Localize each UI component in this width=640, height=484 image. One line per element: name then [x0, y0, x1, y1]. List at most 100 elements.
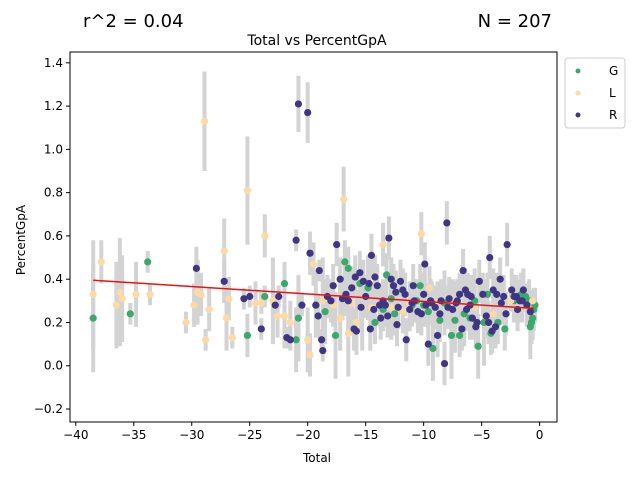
point-G: [341, 258, 349, 266]
point-R: [482, 312, 490, 320]
point-R: [444, 303, 452, 311]
point-L: [489, 310, 497, 318]
point-L: [379, 240, 387, 249]
point-L: [352, 318, 361, 327]
point-R: [315, 266, 323, 275]
point-R: [493, 290, 501, 298]
point-G: [89, 314, 97, 322]
point-L: [273, 312, 282, 320]
point-L: [344, 329, 352, 337]
y-tick-label: 0.4: [44, 272, 63, 286]
legend-label-L: L: [609, 86, 616, 100]
point-G: [456, 331, 464, 340]
point-R: [240, 295, 248, 303]
point-L: [205, 305, 213, 314]
point-R: [377, 314, 385, 322]
point-R: [306, 249, 314, 257]
point-R: [389, 282, 398, 290]
y-tick-label: −0.2: [34, 402, 63, 416]
point-R: [523, 301, 531, 309]
x-tick-label: −20: [295, 428, 320, 442]
point-G: [144, 258, 152, 266]
point-R: [318, 336, 326, 344]
point-R: [275, 292, 283, 301]
point-L: [306, 351, 314, 359]
point-R: [462, 305, 471, 314]
point-R: [445, 295, 453, 303]
chart-title: Total vs PercentGpA: [246, 33, 387, 49]
point-R: [417, 310, 425, 318]
point-L: [202, 336, 210, 344]
point-R: [518, 297, 526, 305]
point-L: [182, 318, 190, 327]
point-R: [362, 292, 370, 301]
point-R: [433, 331, 442, 340]
point-L: [261, 232, 269, 240]
point-R: [298, 301, 306, 309]
point-R: [336, 275, 344, 283]
legend-marker-R: [575, 112, 581, 118]
point-R: [387, 275, 395, 283]
point-R: [467, 292, 475, 301]
point-R: [497, 299, 505, 307]
point-L: [200, 117, 209, 125]
point-G: [424, 308, 432, 316]
point-R: [286, 336, 294, 344]
point-R: [443, 219, 451, 227]
point-R: [402, 336, 410, 344]
point-R: [392, 288, 400, 296]
point-L: [220, 247, 228, 255]
point-G: [344, 264, 352, 272]
point-R: [314, 312, 322, 320]
point-L: [286, 318, 294, 327]
point-R: [424, 340, 432, 348]
y-axis: −0.2 0.0 0.2 0.4 0.6 0.8 1.0 1.2 1.4: [34, 56, 70, 416]
point-L: [197, 290, 205, 298]
point-R: [381, 301, 389, 309]
point-R: [348, 284, 356, 292]
point-L: [190, 301, 198, 309]
point-R: [384, 312, 392, 320]
point-R: [458, 325, 466, 333]
x-tick-label: −5: [473, 428, 491, 442]
legend-marker-G: [575, 68, 581, 74]
y-tick-label: 0.6: [44, 229, 63, 243]
point-L: [243, 186, 252, 195]
point-R: [370, 305, 378, 314]
point-G: [416, 282, 424, 290]
point-R: [422, 301, 430, 309]
point-L: [116, 288, 124, 296]
point-L: [97, 258, 105, 266]
point-G: [436, 316, 444, 324]
point-R: [503, 240, 511, 249]
point-R: [431, 303, 439, 311]
point-R: [401, 290, 409, 298]
point-R: [519, 286, 527, 294]
point-R: [257, 325, 265, 333]
x-axis: −40 −35 −30 −25 −20 −15 −10 −5 0: [63, 422, 543, 442]
point-R: [526, 308, 534, 316]
point-R: [373, 282, 381, 290]
point-R: [393, 321, 401, 329]
point-L: [132, 290, 140, 298]
point-R: [356, 269, 364, 277]
point-G: [371, 318, 379, 327]
point-L: [280, 312, 289, 320]
point-R: [344, 297, 352, 305]
x-tick-label: −40: [63, 428, 88, 442]
point-R: [510, 292, 518, 301]
point-L: [251, 299, 260, 307]
point-R: [319, 346, 327, 355]
point-R: [220, 277, 228, 285]
point-R: [371, 273, 379, 281]
point-G: [294, 314, 303, 322]
point-R: [406, 305, 414, 314]
point-L: [399, 308, 407, 316]
point-R: [329, 282, 337, 290]
point-R: [421, 260, 429, 268]
data-points: [89, 100, 539, 368]
point-L: [225, 295, 233, 303]
y-tick-label: 1.4: [44, 56, 63, 70]
x-tick-label: −15: [353, 428, 378, 442]
